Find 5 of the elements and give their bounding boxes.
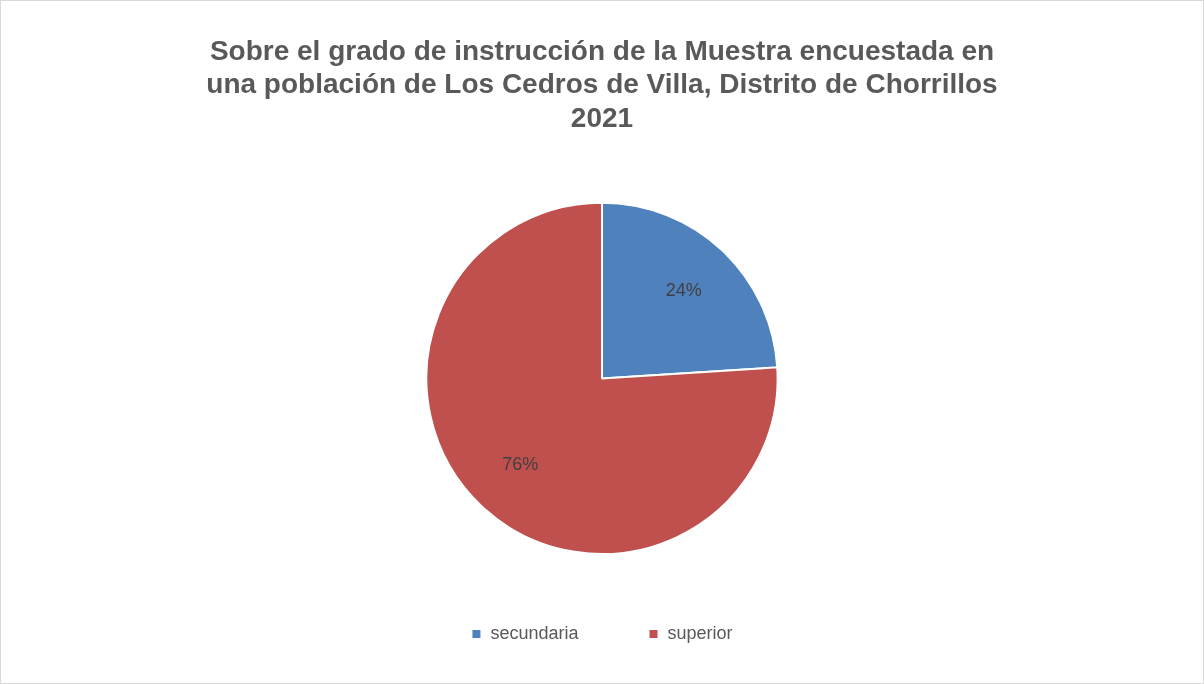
legend-label: superior: [667, 622, 733, 643]
data-label: 24%: [665, 280, 702, 301]
chart-title: Sobre el grado de instrucción de la Muestra encuestada en una población de Los Cedros de Villa, Distrito de Chorrillos 2021: [206, 34, 998, 133]
data-label: 76%: [502, 454, 539, 475]
legend-label: secundaria: [490, 622, 580, 643]
